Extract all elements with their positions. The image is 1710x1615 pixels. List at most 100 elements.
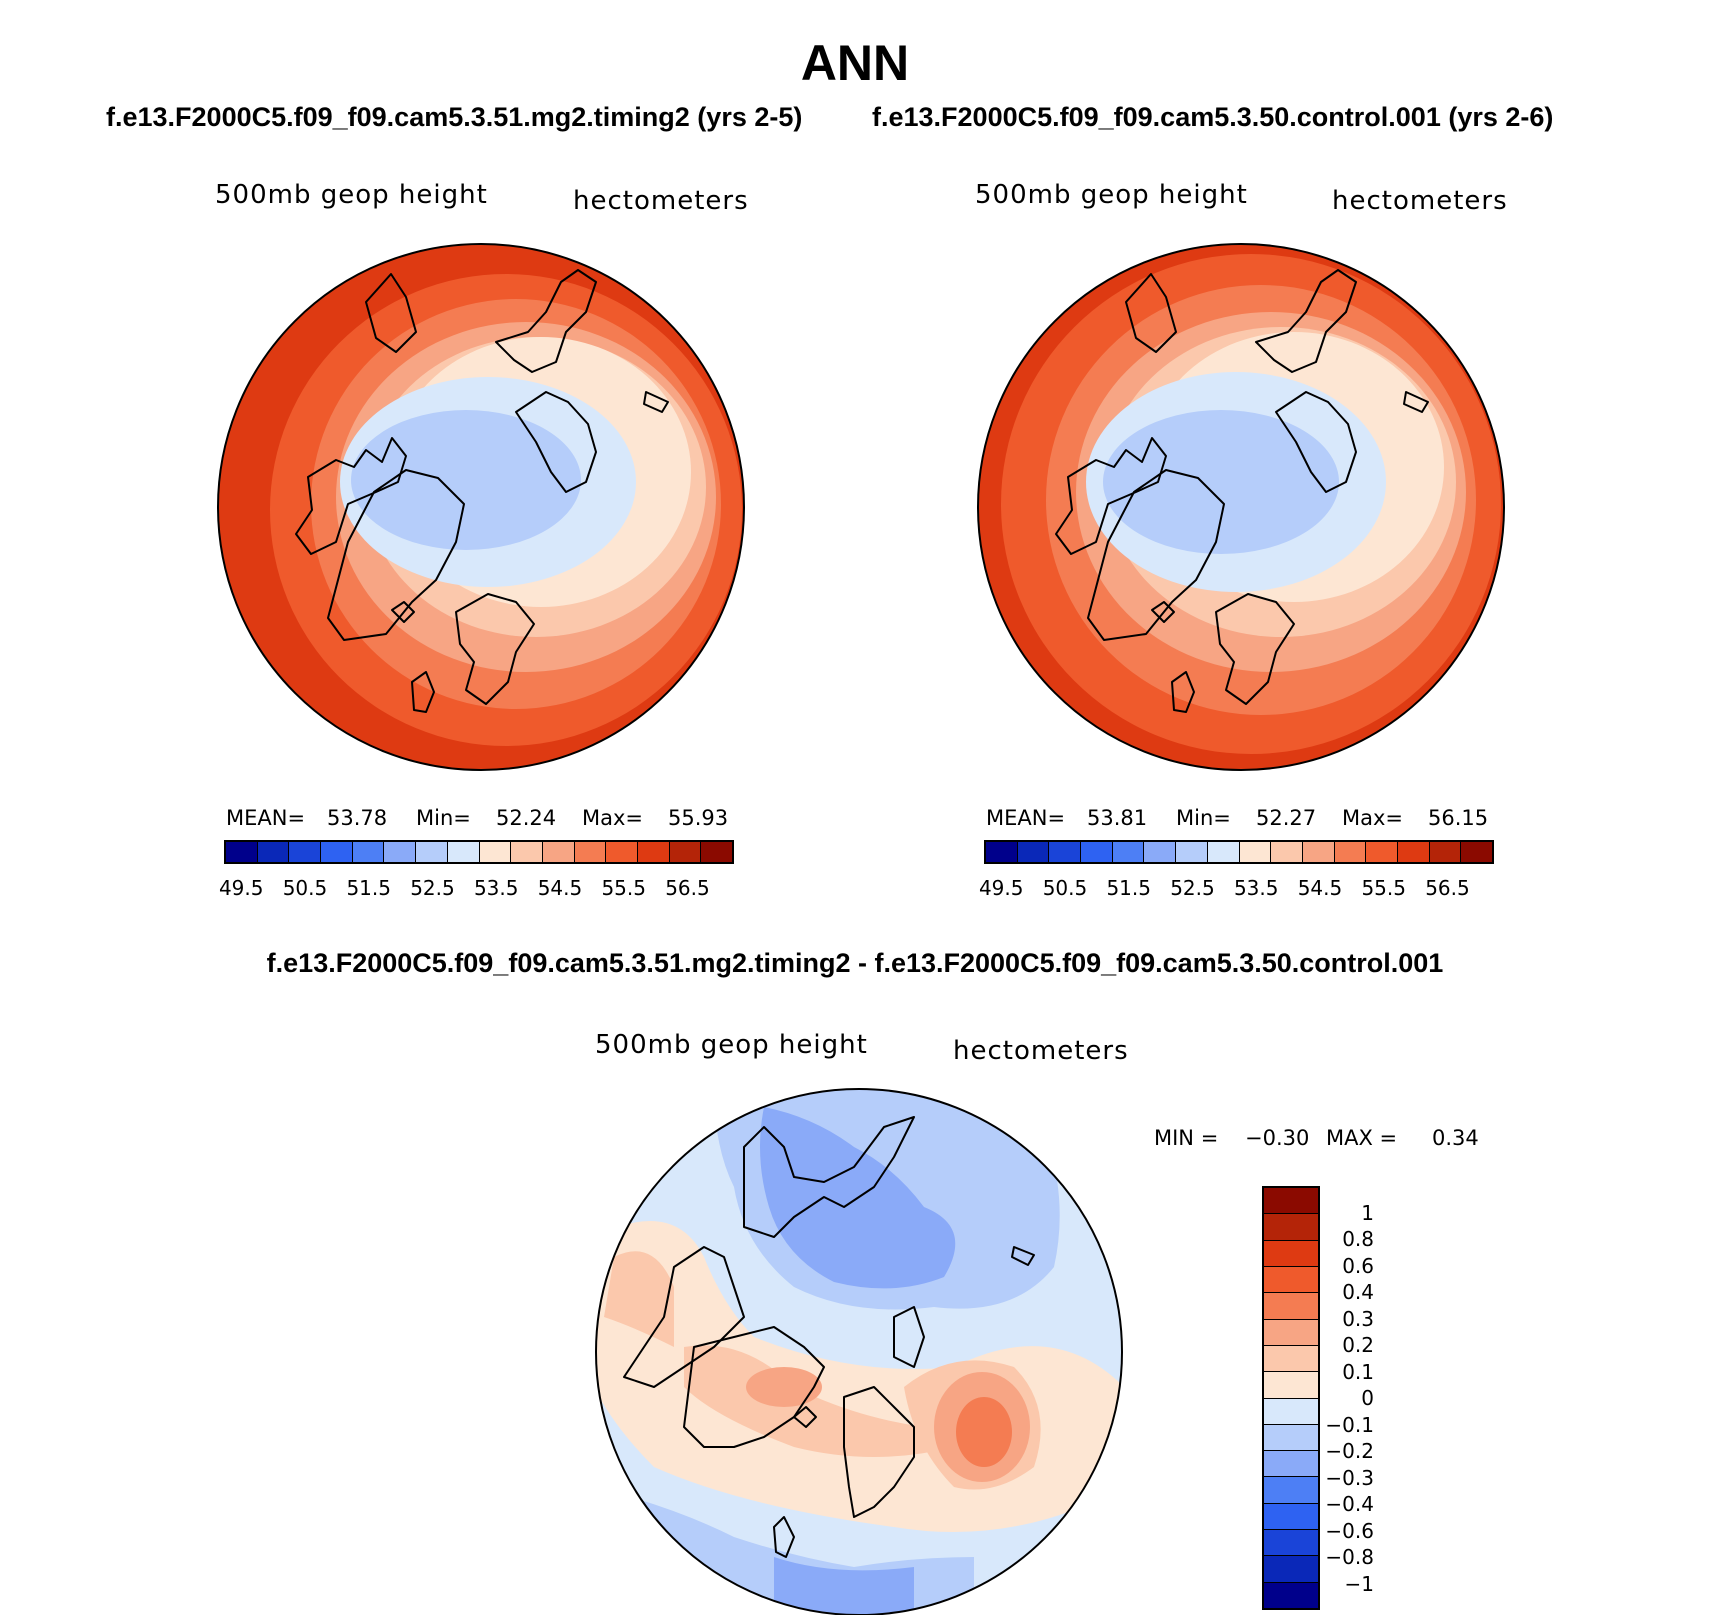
coastline-iceland xyxy=(793,1406,817,1428)
colorbar-swatch xyxy=(1264,1556,1318,1583)
left-colorbar-ticks: 49.5 50.5 51.5 52.5 53.5 54.5 55.5 56.5 xyxy=(219,876,734,902)
colorbar-swatch xyxy=(226,842,258,862)
colorbar-tick-label: 54.5 xyxy=(537,876,583,900)
map-boundary xyxy=(217,243,745,771)
right-min-value: 52.27 xyxy=(1256,806,1317,830)
case-b-title: f.e13.F2000C5.f09_f09.cam5.3.50.control.… xyxy=(872,102,1554,132)
colorbar-tick-label: 50.5 xyxy=(1042,876,1088,900)
right-mean-value: 53.81 xyxy=(1087,806,1148,830)
coastline-scandinavia xyxy=(455,593,535,705)
colorbar-swatch xyxy=(257,842,290,862)
colorbar-tick-label: −0.1 xyxy=(1325,1412,1374,1437)
coastline-kamchatka xyxy=(1011,1246,1035,1266)
colorbar-tick-label: 49.5 xyxy=(218,876,264,900)
contour-band xyxy=(351,410,581,550)
colorbar-swatch xyxy=(447,842,480,862)
colorbar-tick-label: 54.5 xyxy=(1297,876,1343,900)
coastline-kamchatka xyxy=(1403,391,1429,413)
colorbar-swatch xyxy=(289,842,322,862)
colorbar-swatch xyxy=(511,842,543,862)
coastline-canada-arctic xyxy=(623,1246,745,1388)
right-colorbar xyxy=(984,840,1494,864)
left-units-label: hectometers xyxy=(573,186,749,216)
colorbar-tick-label: 0.6 xyxy=(1342,1253,1374,1278)
colorbar-tick-label: 1 xyxy=(1361,1200,1374,1225)
colorbar-swatch xyxy=(1264,1398,1318,1425)
colorbar-swatch xyxy=(1271,842,1303,862)
coastline-russia xyxy=(743,1116,915,1238)
colorbar-tick-label: 53.5 xyxy=(1233,876,1279,900)
left-mean-label: MEAN= xyxy=(226,806,306,830)
coastline-siberia xyxy=(515,391,597,493)
colorbar-swatch xyxy=(1264,1530,1318,1557)
left-max-value: 55.93 xyxy=(668,806,729,830)
colorbar-swatch xyxy=(1264,1345,1318,1373)
coastline-greenland xyxy=(1087,469,1225,641)
coastlines xyxy=(623,1116,1035,1558)
contour-band xyxy=(746,1367,822,1407)
colorbar-tick-label: 55.5 xyxy=(601,876,646,900)
colorbar-swatch xyxy=(1264,1293,1318,1320)
colorbar-swatch xyxy=(1264,1240,1318,1267)
colorbar-tick-label: −1 xyxy=(1344,1571,1374,1596)
colorbar-tick-label: 51.5 xyxy=(346,876,391,900)
diff-colorbar xyxy=(1262,1186,1320,1610)
colorbar-tick-label: 56.5 xyxy=(665,876,710,900)
coastline-alaska xyxy=(365,273,417,353)
diff-polar-map xyxy=(595,1088,1123,1615)
colorbar-tick-label: 0.8 xyxy=(1342,1227,1374,1251)
colorbar-tick-label: 0.4 xyxy=(1342,1280,1374,1304)
coastline-russia xyxy=(1255,269,1357,373)
contour-band xyxy=(604,1251,674,1347)
coastline-russia xyxy=(495,269,597,373)
colorbar-swatch xyxy=(1264,1503,1318,1531)
right-max-value: 56.15 xyxy=(1428,806,1489,830)
colorbar-swatch xyxy=(1366,842,1398,862)
coastline-canada-arctic xyxy=(295,437,407,555)
coastlines xyxy=(295,269,669,713)
colorbar-swatch xyxy=(669,842,702,862)
colorbar-swatch xyxy=(1264,1188,1318,1215)
colorbar-swatch xyxy=(321,842,353,862)
coastline-iceland xyxy=(1151,601,1175,623)
contour-band xyxy=(684,1345,960,1457)
contour-band xyxy=(956,1397,1012,1467)
coastline-alaska xyxy=(1125,273,1177,353)
colorbar-tick-label: −0.4 xyxy=(1325,1492,1374,1516)
right-variable-label: 500mb geop height xyxy=(975,180,1248,210)
colorbar-swatch xyxy=(1112,842,1145,862)
colorbar-swatch xyxy=(1049,842,1082,862)
coastline-greenland xyxy=(327,469,465,641)
colorbar-tick-label: −0.3 xyxy=(1325,1465,1374,1490)
contour-band xyxy=(774,1557,914,1615)
diff-units-label: hectometers xyxy=(953,1036,1129,1066)
colorbar-swatch xyxy=(1264,1582,1318,1608)
right-polar-map xyxy=(977,243,1505,771)
right-units-label: hectometers xyxy=(1332,186,1508,216)
colorbar-swatch xyxy=(1461,842,1492,862)
colorbar-tick-label: 51.5 xyxy=(1106,876,1151,900)
colorbar-swatch xyxy=(1144,842,1177,862)
colorbar-tick-label: −0.8 xyxy=(1325,1545,1374,1569)
left-max-label: Max= xyxy=(582,806,644,830)
colorbar-tick-label: 0.3 xyxy=(1342,1306,1374,1331)
colorbar-swatch xyxy=(1264,1214,1318,1241)
coastlines xyxy=(1055,269,1429,713)
right-min-label: Min= xyxy=(1176,806,1231,830)
colorbar-tick-label: 56.5 xyxy=(1425,876,1470,900)
left-mean-value: 53.78 xyxy=(327,806,388,830)
colorbar-swatch xyxy=(1017,842,1050,862)
colorbar-swatch xyxy=(1081,842,1113,862)
map-boundary xyxy=(977,243,1505,771)
right-mean-label: MEAN= xyxy=(986,806,1066,830)
colorbar-swatch xyxy=(1264,1477,1318,1504)
colorbar-swatch xyxy=(1334,842,1367,862)
colorbar-tick-label: 50.5 xyxy=(282,876,328,900)
diff-max-value: 0.34 xyxy=(1432,1126,1479,1150)
contour-band xyxy=(1103,410,1339,554)
diff-title: f.e13.F2000C5.f09_f09.cam5.3.51.mg2.timi… xyxy=(266,948,1444,978)
left-min-label: Min= xyxy=(416,806,471,830)
colorbar-swatch xyxy=(1429,842,1462,862)
colorbar-swatch xyxy=(416,842,448,862)
colorbar-swatch xyxy=(1264,1266,1318,1294)
